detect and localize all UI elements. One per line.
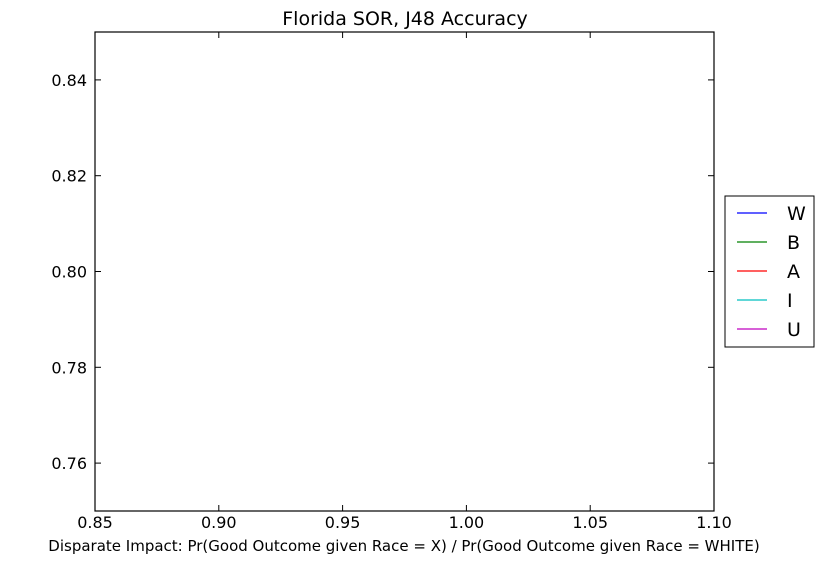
- plot-area: [94, 31, 715, 512]
- x-tick-label: 1.05: [572, 513, 608, 532]
- y-tick-label: 0.78: [51, 358, 87, 377]
- x-axis-label: Disparate Impact: Pr(Good Outcome given …: [48, 537, 759, 555]
- legend-label: A: [787, 261, 800, 283]
- x-tick-label: 0.95: [325, 513, 361, 532]
- y-tick-label: 0.76: [51, 454, 87, 473]
- y-axis: 0.76 0.78 0.80 0.82 0.84: [51, 71, 714, 473]
- legend-label: W: [787, 203, 806, 225]
- y-tick-label: 0.82: [51, 167, 87, 186]
- x-tick-label: 1.10: [696, 513, 732, 532]
- x-tick-label: 1.00: [449, 513, 485, 532]
- legend-label: U: [787, 319, 801, 341]
- chart-title: Florida SOR, J48 Accuracy: [282, 8, 528, 30]
- y-tick-label: 0.84: [51, 71, 87, 90]
- x-tick-label: 0.90: [201, 513, 237, 532]
- legend-label: I: [787, 290, 793, 312]
- legend-label: B: [787, 232, 800, 254]
- x-axis: 0.85 0.90 0.95 1.00 1.05 1.10: [77, 32, 732, 532]
- y-tick-label: 0.80: [51, 263, 87, 282]
- x-tick-label: 0.85: [77, 513, 113, 532]
